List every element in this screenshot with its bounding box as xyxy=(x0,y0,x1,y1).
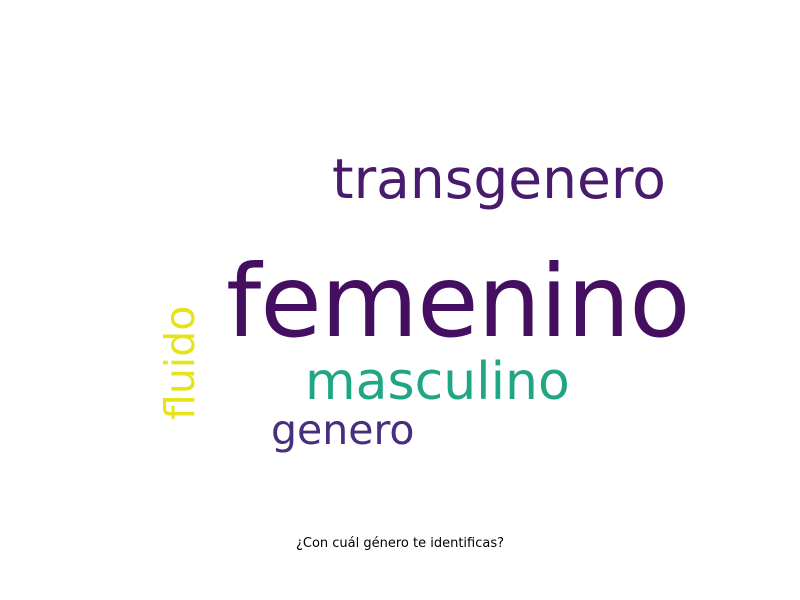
word-masculino: masculino xyxy=(305,352,570,412)
word-femenino: femenino xyxy=(226,243,690,360)
word-fluido: fluido xyxy=(156,305,204,420)
word-transgenero: transgenero xyxy=(332,147,666,211)
figure-caption: ¿Con cuál género te identificas? xyxy=(295,536,505,551)
word-genero: genero xyxy=(271,406,415,454)
